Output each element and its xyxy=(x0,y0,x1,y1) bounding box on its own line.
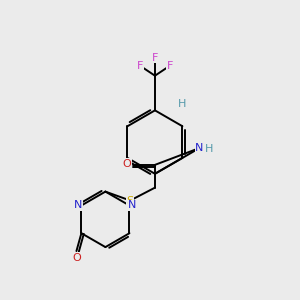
Text: N: N xyxy=(195,143,204,153)
Text: F: F xyxy=(152,53,158,63)
Text: H: H xyxy=(205,144,214,154)
Text: F: F xyxy=(167,61,173,71)
Text: F: F xyxy=(137,61,143,71)
Text: N: N xyxy=(128,200,136,211)
Text: H: H xyxy=(178,99,186,110)
Text: O: O xyxy=(72,253,81,263)
Text: O: O xyxy=(123,159,132,169)
Text: S: S xyxy=(127,196,134,206)
Text: N: N xyxy=(74,200,82,211)
